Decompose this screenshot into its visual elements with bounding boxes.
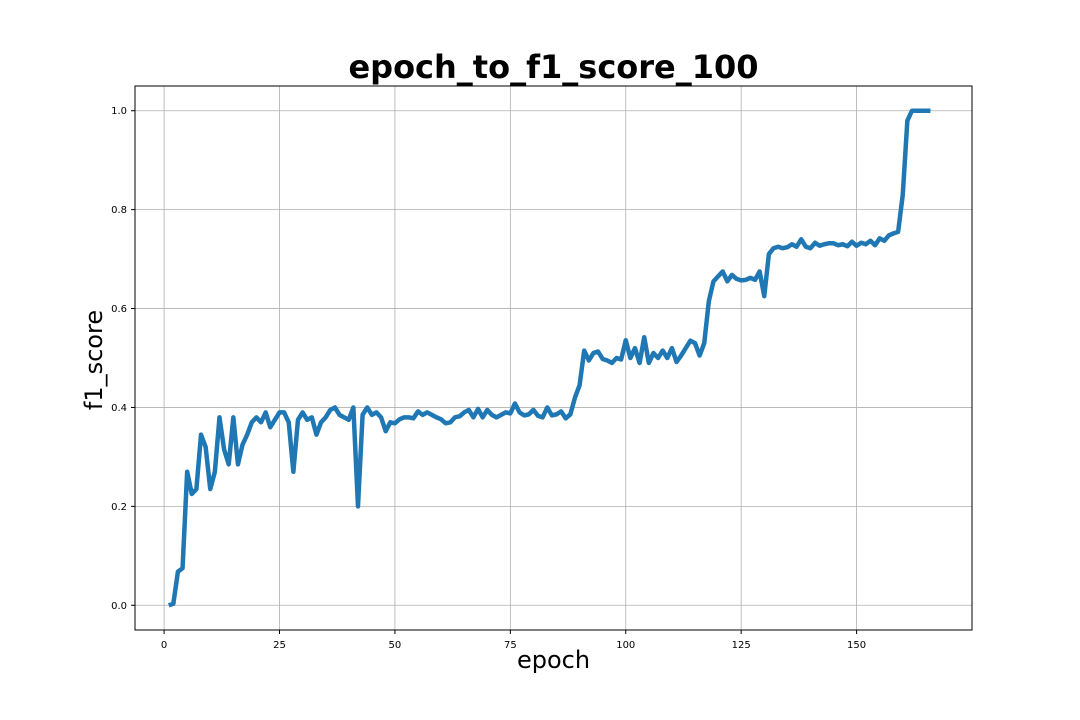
y-tick-label: 1.0 [111, 106, 127, 117]
y-axis-label: f1_score [80, 309, 108, 411]
x-tick-label: 125 [732, 640, 751, 651]
x-axis-label: epoch [516, 646, 591, 674]
y-tick-label: 0.0 [111, 601, 127, 612]
x-tick-label: 0 [161, 640, 167, 651]
plot-frame [134, 85, 973, 631]
y-tick-label: 0.4 [111, 403, 127, 414]
x-tick-label: 50 [389, 640, 402, 651]
x-tick-label: 75 [504, 640, 517, 651]
y-tick-label: 0.8 [111, 205, 127, 216]
y-tick-label: 0.6 [111, 304, 127, 315]
series-line [168, 108, 931, 608]
x-tick-label: 25 [273, 640, 286, 651]
y-tick-label: 0.2 [111, 502, 127, 513]
x-tick-label: 150 [847, 640, 866, 651]
chart-title: epoch_to_f1_score_100 [348, 48, 759, 86]
x-tick-label: 100 [616, 640, 635, 651]
